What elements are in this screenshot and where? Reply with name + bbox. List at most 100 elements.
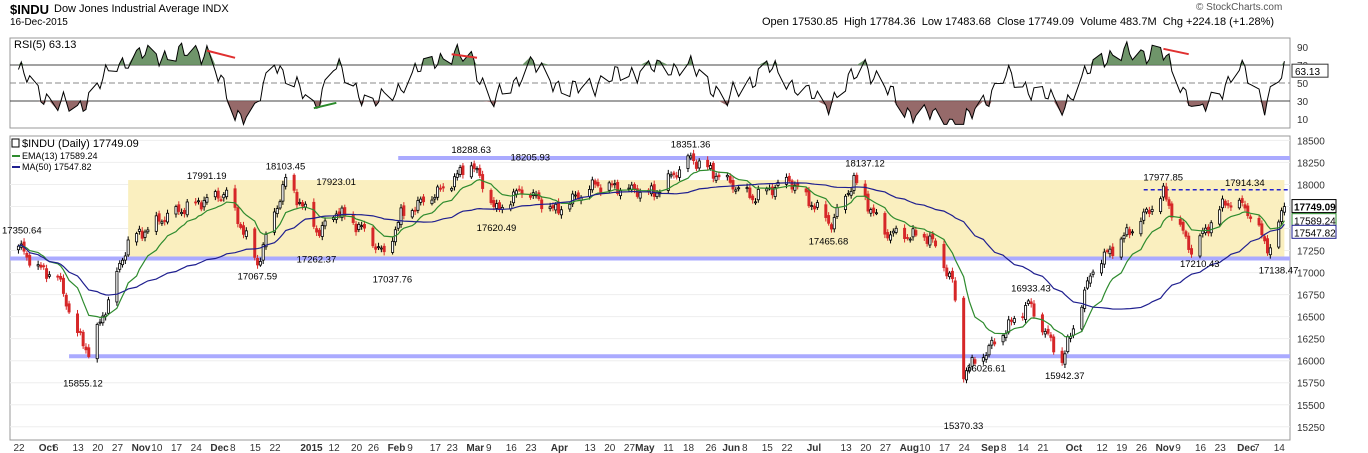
x-tick-label: 13 (841, 443, 853, 453)
x-tick-label: 18 (683, 443, 695, 453)
price-annotation: 17210.43 (1180, 259, 1220, 270)
open-label: Open (762, 16, 789, 28)
candle-body (638, 191, 642, 199)
candle-body (1178, 218, 1182, 225)
candle-body (728, 176, 732, 183)
candle-body (1001, 335, 1005, 343)
candle-body (469, 165, 473, 178)
candle-body (1170, 203, 1174, 218)
high-value: 17784.36 (869, 16, 916, 28)
candle-body (914, 230, 918, 236)
candle-body (323, 220, 327, 227)
candle-body (177, 204, 181, 212)
candle-body (891, 230, 895, 234)
x-tick-label: 9 (407, 443, 413, 453)
candle-body (748, 187, 752, 198)
candle-body (236, 207, 240, 224)
candle-body (146, 229, 150, 233)
candle-body (430, 199, 434, 205)
candle-body (295, 191, 299, 206)
x-tick-label: Dec (1237, 443, 1256, 453)
candle-body (371, 227, 375, 247)
x-tick-label: 21 (1037, 443, 1049, 453)
price-annotation: 17620.49 (477, 223, 517, 234)
candle-body (334, 213, 338, 220)
candle-body (436, 186, 440, 198)
candle-body (874, 212, 878, 215)
rsi-y-tick-10: 10 (1297, 115, 1309, 126)
x-tick-label: 22 (781, 443, 793, 453)
volume-value: 483.7M (1119, 16, 1157, 28)
quote-summary: Open 17530.85 High 17784.36 Low 17483.68… (762, 16, 1274, 28)
candle-body (990, 339, 994, 346)
candle-body (275, 208, 279, 215)
x-tick-label: 8 (742, 443, 748, 453)
candle-body (396, 222, 400, 229)
candle-body (222, 194, 226, 199)
price-last-value-box-0 (1291, 199, 1337, 214)
candle-body (931, 233, 935, 240)
x-tick-label: 23 (1215, 443, 1227, 453)
candle-body (402, 205, 406, 216)
candle-body (87, 347, 91, 357)
candle-body (56, 275, 60, 278)
candle-body (1190, 248, 1194, 255)
rsi-legend: RSI(5) 63.13 (14, 39, 76, 51)
x-tick-label: 17 (939, 443, 951, 453)
candle-body (889, 234, 893, 241)
price-y-tick-16750: 16750 (1297, 291, 1325, 302)
price-annotation: 15370.33 (944, 421, 984, 432)
open-value: 17530.85 (791, 16, 838, 28)
candle-body (694, 161, 698, 169)
candle-body (452, 176, 456, 188)
candle-body (866, 193, 870, 212)
candle-body (1266, 238, 1269, 254)
candle-body (258, 261, 262, 266)
x-tick-label: 20 (92, 443, 104, 453)
candle-body (1187, 235, 1191, 250)
candle-body (945, 267, 949, 277)
legend-ema: EMA(13) 17589.24 (22, 151, 98, 161)
ma50-line (18, 182, 1285, 310)
high-label: High (844, 16, 867, 28)
price-annotation: 17977.85 (1143, 172, 1183, 183)
candle-body (1102, 251, 1106, 265)
x-tick-label: 23 (447, 443, 459, 453)
candle-body (340, 207, 344, 218)
x-tick-label: 9 (486, 443, 492, 453)
rsi-y-tick-50: 50 (1297, 79, 1309, 90)
candle-body (1240, 198, 1244, 203)
candle-body (1021, 316, 1025, 319)
candle-body (934, 240, 938, 247)
price-annotation: 17138.47 (1259, 265, 1299, 276)
candle-body (76, 313, 80, 333)
candle-body (315, 228, 319, 233)
candle-body (140, 230, 144, 239)
consolidation-zone (128, 180, 1285, 259)
x-tick-label: 11 (663, 443, 674, 453)
price-annotation: 17991.19 (187, 171, 227, 182)
x-tick-label: 24 (959, 443, 971, 453)
candle-body (787, 175, 791, 182)
candle-body (199, 202, 203, 210)
candle-body (196, 200, 200, 203)
candle-body (1046, 328, 1050, 334)
candle-body (135, 233, 139, 243)
candle-body (517, 188, 521, 191)
candle-body (281, 184, 285, 202)
candle-body (1043, 331, 1047, 335)
price-y-tick-15750: 15750 (1297, 379, 1325, 390)
candle-body (714, 175, 718, 181)
candle-body (216, 190, 220, 199)
price-last-value-1: 17589.24 (1294, 217, 1336, 228)
x-tick-label: 26 (1136, 443, 1148, 453)
candle-body (399, 207, 403, 226)
candle-body (202, 200, 206, 208)
candle-body (143, 231, 147, 238)
candle-body (1249, 216, 1253, 219)
low-label: Low (921, 16, 942, 28)
price-annotation: 17350.64 (2, 226, 42, 237)
candle-body (461, 165, 465, 176)
candle-body (734, 189, 738, 192)
candle-body (815, 202, 819, 208)
